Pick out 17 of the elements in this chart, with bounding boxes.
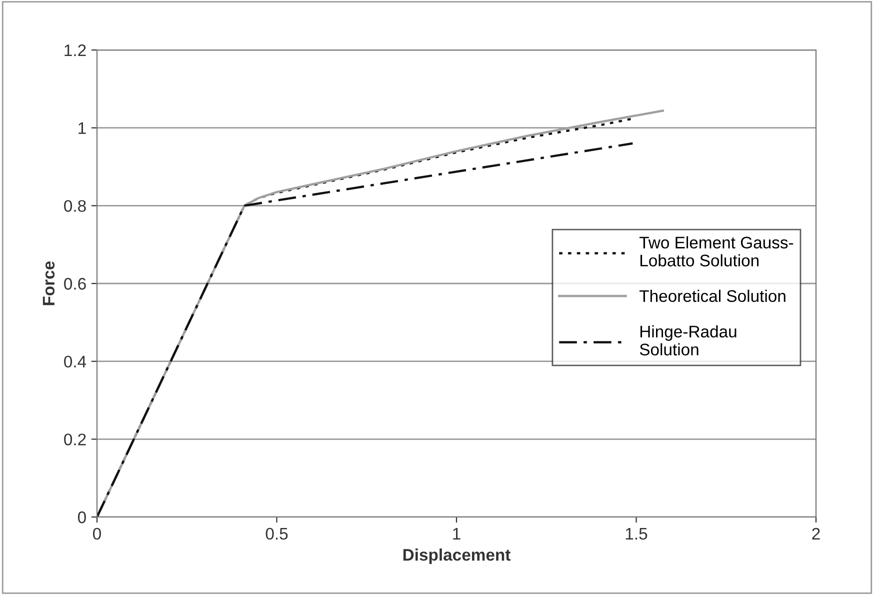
y-tick-label: 1.2	[64, 44, 86, 56]
x-axis-title: Displacement	[403, 548, 510, 564]
y-tick-label: 0.6	[64, 278, 86, 290]
x-tick-label: 0.5	[266, 528, 288, 540]
y-tick-label: 0.8	[64, 200, 86, 212]
x-tick-label: 0	[93, 528, 101, 540]
y-tick-label: 0	[78, 511, 86, 524]
legend-label: Theoretical Solution	[640, 290, 786, 302]
y-tick-label: 1	[78, 122, 86, 134]
x-tick-label: 2	[812, 528, 820, 540]
y-tick-label: 0.2	[64, 434, 86, 446]
x-tick-label: 1.5	[626, 528, 648, 540]
legend-label: Two Element Gauss- Lobatto Solution	[640, 236, 794, 266]
y-axis-title: Force	[42, 261, 55, 306]
legend-label: Hinge-Radau Solution	[640, 325, 736, 356]
y-tick-label: 0.4	[64, 356, 86, 368]
x-tick-label: 1	[453, 528, 460, 540]
